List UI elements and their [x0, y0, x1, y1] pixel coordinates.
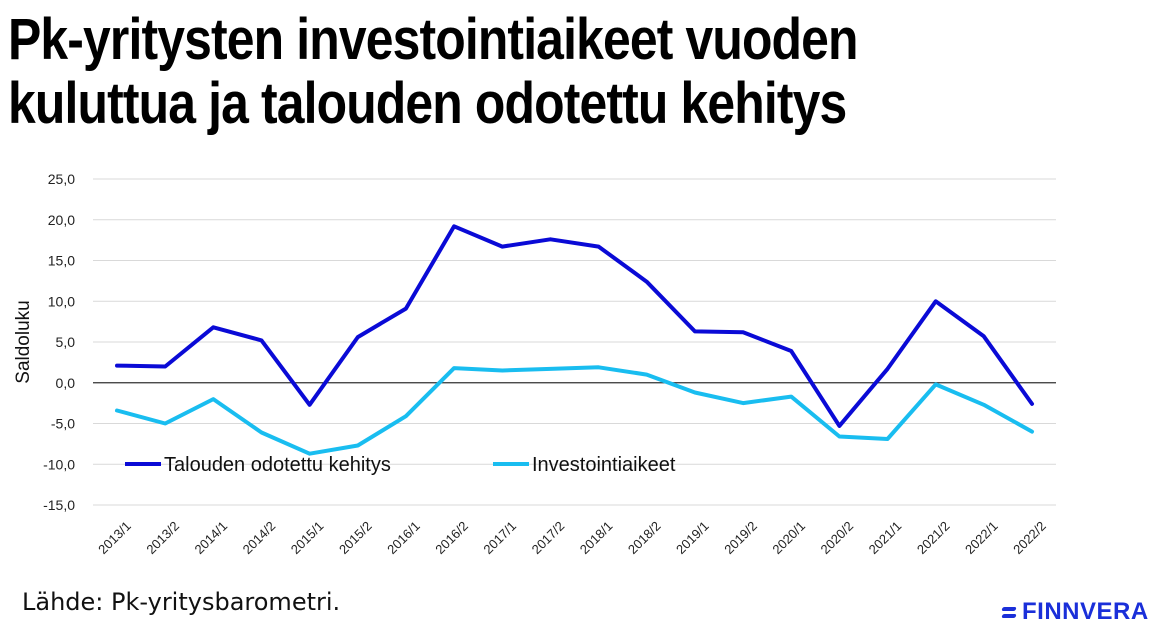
legend-label: Investointiaikeet: [532, 454, 676, 476]
x-tick-label: 2017/2: [529, 518, 568, 557]
x-tick-label: 2015/1: [288, 518, 327, 557]
x-tick-label: 2013/1: [95, 518, 134, 557]
x-tick-labels: 2013/1 2013/2 2014/1 2014/2 2015/1 2015/2 2016…: [95, 518, 1049, 557]
y-tick-label: 20,0: [48, 212, 75, 228]
line-chart: 25,0 20,0 15,0 10,0 5,0 0,0 -5,0 -10,0 -15,0 201…: [13, 171, 1056, 557]
finnvera-logo-icon: [1001, 604, 1018, 620]
y-tick-label: -10,0: [43, 456, 75, 472]
x-tick-label: 2022/1: [962, 518, 1001, 557]
y-tick-label: 0,0: [56, 375, 76, 391]
series-line-2: [115, 365, 1034, 456]
x-tick-label: 2014/1: [191, 518, 230, 557]
y-tick-label: 5,0: [56, 334, 76, 350]
series-line-1: [115, 224, 1034, 428]
legend: Talouden odotettu kehitys Investointiaike…: [125, 454, 676, 476]
x-tick-label: 2018/2: [625, 518, 664, 557]
x-tick-label: 2019/1: [673, 518, 712, 557]
gridlines: [93, 178, 1056, 506]
x-tick-label: 2020/1: [769, 518, 808, 557]
x-tick-label: 2022/2: [1010, 518, 1049, 557]
chart-title: Pk-yritysten investointiaikeet vuoden ku…: [8, 7, 859, 136]
legend-item: Talouden odotettu kehitys: [125, 454, 391, 476]
y-tick-label: -5,0: [51, 416, 75, 432]
finnvera-logo: FINNVERA: [1001, 598, 1149, 626]
logo-text: FINNVERA: [1022, 598, 1149, 625]
y-tick-label: 15,0: [48, 253, 75, 269]
x-tick-label: 2017/1: [480, 518, 519, 557]
y-tick-label: 10,0: [48, 293, 75, 309]
x-tick-label: 2019/2: [721, 518, 760, 557]
x-tick-label: 2021/2: [914, 518, 953, 557]
series-lines: [115, 224, 1034, 456]
x-tick-label: 2015/2: [336, 518, 375, 557]
y-axis-label: Saldoluku: [13, 300, 34, 383]
y-tick-labels: 25,0 20,0 15,0 10,0 5,0 0,0 -5,0 -10,0 -15,0: [43, 171, 75, 513]
x-tick-label: 2018/1: [577, 518, 616, 557]
x-tick-label: 2016/1: [384, 518, 423, 557]
x-tick-label: 2016/2: [432, 518, 471, 557]
title-line-1: Pk-yritysten investointiaikeet vuoden: [8, 7, 859, 72]
x-tick-label: 2013/2: [143, 518, 182, 557]
x-tick-label: 2020/2: [818, 518, 857, 557]
y-tick-label: 25,0: [48, 171, 75, 187]
y-tick-label: -15,0: [43, 497, 75, 513]
x-tick-label: 2014/2: [240, 518, 279, 557]
x-tick-label: 2021/1: [866, 518, 905, 557]
legend-label: Talouden odotettu kehitys: [164, 454, 391, 476]
source-note: Lähde: Pk-yritysbarometri.: [22, 588, 341, 616]
legend-item: Investointiaikeet: [493, 454, 676, 476]
title-line-2: kuluttua ja talouden odotettu kehitys: [8, 71, 847, 136]
